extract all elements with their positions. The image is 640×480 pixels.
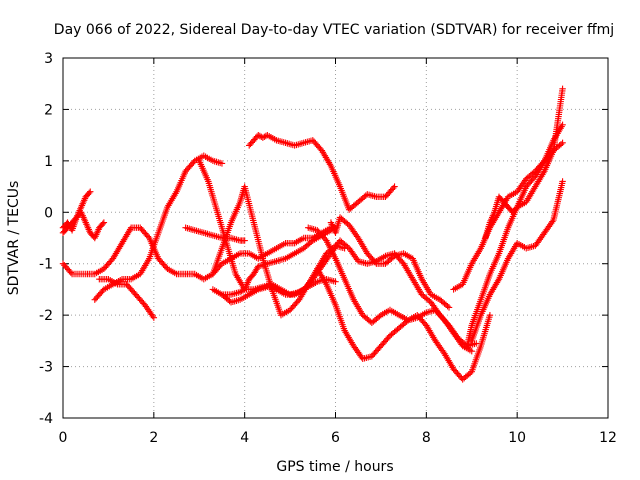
y-tick-label: 1 [44,154,53,170]
y-tick-label: 3 [44,51,53,67]
data-point-marker [559,139,566,147]
x-tick-label: 4 [240,430,249,446]
data-point-marker [150,314,158,321]
data-point-marker [468,347,475,355]
series-track-17 [468,178,566,345]
data-point-marker [100,219,108,226]
series-track-18 [482,85,566,242]
data-point-marker [321,235,329,243]
data-point-marker [332,278,339,285]
data-point-marker [445,304,453,311]
data-point-marker [376,313,383,320]
series-track-11 [246,131,398,213]
y-tick-label: -3 [39,360,53,376]
series-track-5 [96,275,158,321]
x-tick-label: 6 [331,430,340,446]
x-axis-label: GPS time / hours [276,459,393,475]
data-point-marker [99,220,106,228]
y-tick-label: 2 [44,102,53,118]
data-points [59,85,566,383]
data-point-marker [559,85,566,93]
data-point-marker [390,184,397,192]
x-tick-label: 8 [422,430,431,446]
data-point-marker [444,302,451,310]
data-point-marker [218,160,226,167]
chart-title: Day 066 of 2022, Sidereal Day-to-day VTE… [54,22,614,38]
data-point-marker [557,140,565,148]
x-tick-label: 10 [508,430,526,446]
data-point-marker [389,254,397,261]
data-point-marker [559,178,566,185]
x-tick-label: 2 [149,430,158,446]
data-point-marker [241,237,248,244]
series-track-1 [59,224,339,283]
data-point-marker [144,233,152,240]
data-point-marker [403,318,410,325]
x-tick-label: 0 [59,430,68,446]
x-tick-label: 12 [599,430,617,446]
data-point-marker [87,188,94,195]
series-track-14 [327,214,453,311]
grid [63,58,608,418]
data-point-marker [467,369,474,377]
y-tick-label: -1 [39,257,53,273]
data-point-marker [371,259,379,266]
series-track-13 [314,265,494,383]
data-point-marker [67,269,74,276]
data-point-marker [391,183,398,190]
y-tick-label: -4 [39,411,53,427]
y-tick-label: 0 [44,205,53,221]
data-point-marker [85,189,93,197]
data-point-marker [385,333,392,341]
y-tick-label: -2 [39,308,53,324]
series-track-4 [59,209,108,242]
data-point-marker [486,311,494,319]
y-axis-label: SDTVAR / TECUs [6,181,22,296]
series-track-6 [182,224,248,244]
data-point-marker [308,238,315,246]
